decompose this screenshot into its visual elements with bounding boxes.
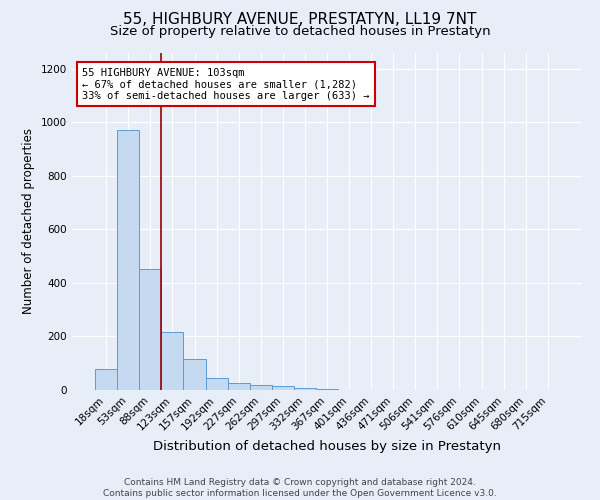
Text: 55, HIGHBURY AVENUE, PRESTATYN, LL19 7NT: 55, HIGHBURY AVENUE, PRESTATYN, LL19 7NT (124, 12, 476, 28)
Bar (272, 386, 294, 390)
Bar (206, 378, 227, 390)
Bar (316, 388, 338, 390)
Text: Size of property relative to detached houses in Prestatyn: Size of property relative to detached ho… (110, 25, 490, 38)
Text: Contains HM Land Registry data © Crown copyright and database right 2024.
Contai: Contains HM Land Registry data © Crown c… (103, 478, 497, 498)
Bar (250, 384, 272, 390)
X-axis label: Distribution of detached houses by size in Prestatyn: Distribution of detached houses by size … (153, 440, 501, 453)
Bar (139, 270, 161, 390)
Bar (95, 368, 117, 390)
Y-axis label: Number of detached properties: Number of detached properties (22, 128, 35, 314)
Text: 55 HIGHBURY AVENUE: 103sqm
← 67% of detached houses are smaller (1,282)
33% of s: 55 HIGHBURY AVENUE: 103sqm ← 67% of deta… (82, 68, 370, 101)
Bar (161, 332, 184, 390)
Bar (227, 384, 250, 390)
Bar (294, 388, 316, 390)
Bar (117, 130, 139, 390)
Bar (184, 359, 206, 390)
